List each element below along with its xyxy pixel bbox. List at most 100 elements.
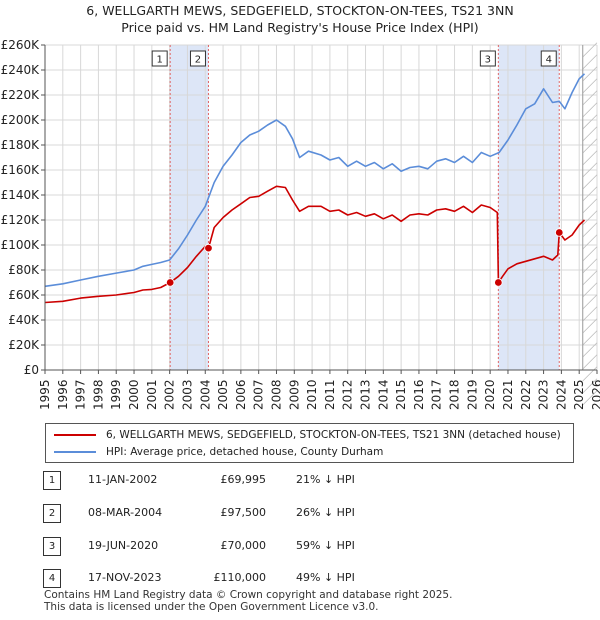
forecast-hatch-line — [582, 54, 598, 70]
x-tick-label: 2021 — [501, 379, 515, 410]
transaction-number-badge: 4 — [43, 569, 61, 588]
x-tick-label: 2006 — [234, 379, 248, 410]
legend-item-hpi: HPI: Average price, detached house, Coun… — [54, 444, 383, 460]
forecast-hatch-line — [582, 282, 598, 298]
transaction-label-box — [479, 50, 496, 67]
transaction-points — [165, 228, 564, 287]
transaction-point — [165, 278, 175, 287]
transaction-date: 11-JAN-2002 — [88, 473, 158, 486]
forecast-hatch-line — [582, 342, 598, 358]
y-tick-label: £80K — [8, 263, 40, 277]
forecast-hatch-line — [582, 138, 598, 154]
x-tick-label: 2007 — [252, 379, 266, 410]
x-tick-label: 2001 — [145, 379, 159, 410]
forecast-hatch-line — [582, 174, 598, 190]
transaction-point — [555, 228, 564, 237]
x-tick-label: 2018 — [448, 379, 462, 410]
x-tick-label: 2025 — [572, 379, 586, 410]
forecast-hatch-line — [582, 66, 598, 82]
forecast-hatch-line — [582, 306, 598, 322]
transaction-number-badge: 2 — [43, 504, 61, 523]
forecast-hatch-line — [582, 162, 598, 178]
transaction-price: £97,500 — [220, 506, 267, 519]
transaction-hpi-diff: 49% ↓ HPI — [296, 571, 355, 584]
transaction-number-badge: 3 — [43, 537, 61, 556]
transaction-hpi-diff: 21% ↓ HPI — [296, 473, 355, 486]
forecast-hatch-line — [582, 102, 598, 118]
transaction-label-number: 4 — [546, 55, 552, 66]
forecast-hatch-line — [582, 246, 598, 262]
x-tick-label: 2014 — [376, 379, 390, 410]
transaction-labels: 1 2 3 4 — [151, 50, 557, 67]
y-tick-label: £160K — [1, 163, 41, 177]
y-tick-label: £260K — [1, 38, 41, 52]
x-tick-label: 2023 — [537, 379, 551, 410]
x-tick-label: 2002 — [163, 379, 177, 410]
legend-item-property: 6, WELLGARTH MEWS, SEDGEFIELD, STOCKTON-… — [54, 427, 561, 443]
property-price-line — [44, 185, 586, 304]
forecast-hatch-line — [582, 78, 598, 94]
forecast-hatch-line — [582, 330, 598, 346]
y-tick-labels: £0 £20K £40K £60K £80K £100K £120K £140K £160K £1… — [1, 38, 45, 377]
transaction-price: £69,995 — [220, 473, 267, 486]
x-tick-label: 2022 — [519, 379, 533, 410]
forecast-hatch-line — [582, 210, 598, 226]
x-tick-label: 2013 — [359, 379, 373, 410]
forecast-hatch-line — [582, 114, 598, 130]
transaction-label-box — [151, 50, 168, 67]
y-tick-label: £140K — [1, 188, 41, 202]
transaction-hpi-diff: 26% ↓ HPI — [296, 506, 355, 519]
forecast-hatch-line — [582, 150, 598, 166]
y-tick-label: £0 — [24, 363, 39, 377]
transaction-label-box — [189, 50, 206, 67]
forecast-hatch-line — [582, 234, 598, 250]
y-tick-label: £20K — [8, 338, 40, 352]
footer-line-2: This data is licensed under the Open Gov… — [44, 601, 379, 613]
forecast-hatch-line — [582, 294, 598, 310]
forecast-hatch — [582, 42, 598, 406]
legend-swatch-hpi — [54, 451, 96, 453]
transaction-label-box — [540, 50, 557, 67]
y-tick-label: £200K — [1, 113, 41, 127]
transaction-label-number: 2 — [195, 55, 201, 66]
transaction-date: 19-JUN-2020 — [88, 539, 159, 552]
forecast-hatch-line — [582, 390, 598, 406]
axes — [44, 45, 597, 371]
x-tick-labels: 1995 1996 1997 1998 1999 2000 2001 2002 2003 2004… — [38, 370, 600, 410]
x-tick-label: 2000 — [127, 379, 141, 410]
forecast-hatch-line — [582, 378, 598, 394]
y-tick-label: £180K — [1, 138, 41, 152]
legend-label-hpi: HPI: Average price, detached house, Coun… — [106, 446, 384, 458]
y-tick-label: £120K — [1, 213, 41, 227]
forecast-hatch-line — [582, 42, 598, 58]
forecast-hatch-line — [582, 258, 598, 274]
x-tick-label: 2004 — [198, 379, 212, 410]
x-tick-label: 1999 — [109, 379, 123, 410]
title-line-1: 6, WELLGARTH MEWS, SEDGEFIELD, STOCKTON-… — [86, 3, 514, 18]
x-tick-label: 2020 — [483, 379, 497, 410]
hpi-line — [44, 73, 586, 288]
transaction-row: 3 19-JUN-2020 £70,000 59% ↓ HPI — [40, 537, 580, 557]
x-tick-label: 2026 — [590, 379, 600, 410]
y-tick-label: £40K — [8, 313, 40, 327]
forecast-hatch-line — [582, 198, 598, 214]
shaded-period — [498, 45, 560, 370]
legend-label-property: 6, WELLGARTH MEWS, SEDGEFIELD, STOCKTON-… — [106, 429, 561, 441]
y-tick-label: £100K — [1, 238, 41, 252]
x-tick-label: 1998 — [91, 379, 105, 410]
x-tick-label: 2010 — [305, 379, 319, 410]
transaction-row: 4 17-NOV-2023 £110,000 49% ↓ HPI — [40, 569, 580, 589]
forecast-hatch-line — [582, 318, 598, 334]
forecast-hatch-line — [582, 90, 598, 106]
transaction-price: £110,000 — [213, 571, 267, 584]
transaction-label-number: 3 — [485, 55, 491, 66]
x-tick-label: 1996 — [56, 379, 70, 410]
legend: 6, WELLGARTH MEWS, SEDGEFIELD, STOCKTON-… — [45, 423, 574, 463]
forecast-hatch-line — [582, 186, 598, 202]
y-tick-label: £240K — [1, 63, 41, 77]
x-tick-label: 2005 — [216, 379, 230, 410]
x-tick-label: 2008 — [269, 379, 283, 410]
grid-lines — [44, 44, 598, 371]
title-line-2: Price paid vs. HM Land Registry's House … — [121, 20, 479, 35]
forecast-hatch-line — [582, 126, 598, 142]
